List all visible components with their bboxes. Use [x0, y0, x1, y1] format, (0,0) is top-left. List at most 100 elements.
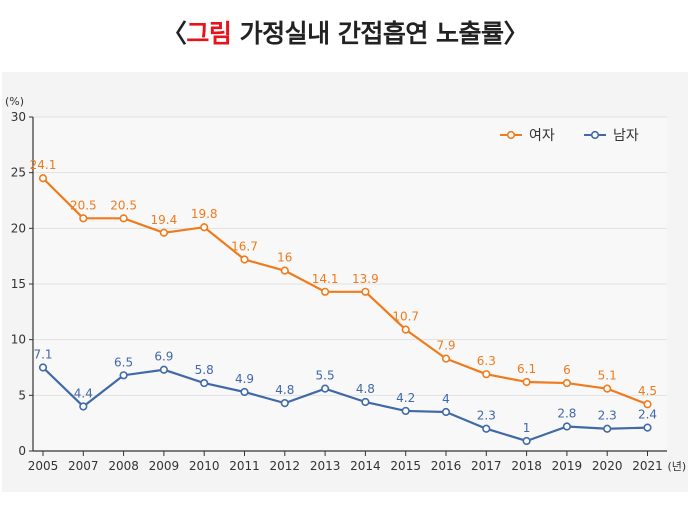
x-tick-label: 2015: [390, 459, 421, 473]
data-point-male: [280, 399, 289, 408]
data-point-male: [482, 424, 491, 433]
x-tick-label: 2007: [68, 459, 99, 473]
data-point-male: [38, 363, 48, 372]
data-label-male: 7.1: [33, 348, 52, 362]
data-label-male: 2.4: [638, 408, 657, 422]
data-point-female: [280, 266, 289, 275]
data-point-female: [119, 214, 128, 223]
title-text: 가정실내 간접흡연 노출률: [231, 19, 504, 48]
data-label-male: 1: [523, 421, 531, 435]
series-line-male: [42, 366, 648, 443]
x-tick-label: 2019: [552, 459, 583, 473]
chart-panel: 0 5 10 15 20 25 30 (%) 2005 2007 2008 2009 2010 2011 2…: [0, 72, 690, 492]
data-label-female: 19.4: [151, 213, 178, 227]
x-tick-label: 2010: [189, 459, 220, 473]
data-label-female: 5.1: [598, 369, 617, 383]
data-point-male: [321, 384, 330, 393]
data-label-male: 2.8: [557, 407, 576, 421]
x-tick-label: 2005: [28, 459, 59, 473]
data-label-female: 7.9: [436, 339, 455, 353]
y-tick-label: 5: [18, 388, 26, 402]
data-point-male: [441, 407, 451, 417]
data-point-male: [522, 436, 531, 446]
data-point-female: [522, 377, 531, 387]
x-tick-label: 2016: [431, 459, 462, 473]
legend-label-male: 남자: [613, 128, 639, 144]
data-point-male: [401, 406, 410, 416]
y-tick-label: 15: [11, 277, 26, 291]
x-tick-label: 2009: [149, 459, 180, 473]
data-label-female: 10.7: [392, 310, 419, 324]
data-point-female: [159, 228, 168, 237]
y-tick-label: 25: [11, 166, 26, 180]
data-label-female: 6: [563, 363, 571, 377]
x-tick-label: 2013: [310, 459, 341, 473]
title-highlight: 그림: [186, 19, 232, 48]
data-point-female: [603, 384, 612, 393]
data-point-male: [562, 422, 572, 431]
y-tick-label: 10: [11, 333, 26, 347]
chart-title: 〈그림 가정실내 간접흡연 노출률〉: [0, 14, 690, 50]
title-bracket-open: 〈: [161, 19, 187, 48]
data-label-female: 6.1: [517, 362, 536, 376]
legend-marker-female: [506, 130, 516, 140]
data-point-male: [119, 371, 128, 380]
legend-label-female: 여자: [529, 128, 555, 144]
data-label-female: 19.8: [191, 207, 218, 221]
title-bracket-close: 〉: [503, 19, 529, 48]
data-point-male: [240, 387, 249, 397]
data-point-male: [603, 424, 612, 433]
y-axis-unit: (%): [5, 95, 24, 108]
data-label-female: 16.7: [231, 240, 258, 254]
data-label-male: 4.8: [275, 383, 294, 397]
data-label-male: 2.3: [477, 409, 496, 423]
data-label-female: 20.5: [70, 198, 97, 212]
legend-marker-male: [590, 130, 600, 140]
data-label-male: 6.9: [154, 350, 173, 364]
data-label-male: 5.8: [195, 363, 214, 377]
y-tick-label: 0: [18, 444, 26, 458]
data-point-female: [361, 287, 370, 296]
x-tick-label: 2017: [471, 459, 502, 473]
data-point-female: [240, 255, 249, 264]
data-label-female: 4.5: [638, 384, 657, 398]
data-label-female: 6.3: [477, 354, 496, 368]
x-tick-label: 2018: [511, 459, 542, 473]
data-point-female: [200, 223, 209, 232]
data-label-female: 16: [277, 251, 292, 265]
x-tick-label: 2020: [592, 459, 623, 473]
data-label-male: 6.5: [114, 355, 133, 369]
data-point-female: [401, 325, 410, 334]
data-point-female: [562, 378, 572, 388]
data-point-male: [79, 402, 88, 411]
x-tick-label: 2012: [270, 459, 301, 473]
x-axis-unit: (년): [668, 460, 687, 473]
data-label-male: 2.3: [598, 409, 617, 423]
data-point-female: [321, 287, 330, 296]
y-tick-label: 20: [11, 221, 26, 235]
data-label-female: 24.1: [30, 158, 57, 172]
data-label-male: 4: [442, 392, 450, 406]
data-point-male: [643, 423, 652, 432]
x-tick-label: 2008: [108, 459, 139, 473]
line-chart: 0 5 10 15 20 25 30 (%) 2005 2007 2008 2009 2010 2011 2…: [2, 72, 688, 492]
x-tick-label: 2014: [350, 459, 381, 473]
data-point-female: [482, 370, 491, 379]
data-label-male: 4.9: [235, 372, 254, 386]
data-label-male: 4.8: [356, 382, 375, 396]
data-label-male: 4.4: [74, 386, 93, 400]
data-label-male: 4.2: [396, 391, 415, 405]
x-tick-label: 2021: [632, 459, 663, 473]
data-point-female: [643, 400, 652, 409]
data-point-female: [441, 354, 451, 363]
data-point-male: [361, 397, 370, 407]
data-point-male: [159, 365, 168, 374]
series-line-female: [42, 177, 648, 406]
data-point-female: [38, 174, 48, 183]
data-label-female: 20.5: [110, 198, 137, 212]
x-tick-label: 2011: [229, 459, 260, 473]
data-label-female: 13.9: [352, 272, 379, 286]
data-label-female: 14.1: [312, 272, 339, 286]
data-point-female: [79, 214, 88, 223]
y-tick-label: 30: [11, 110, 26, 124]
